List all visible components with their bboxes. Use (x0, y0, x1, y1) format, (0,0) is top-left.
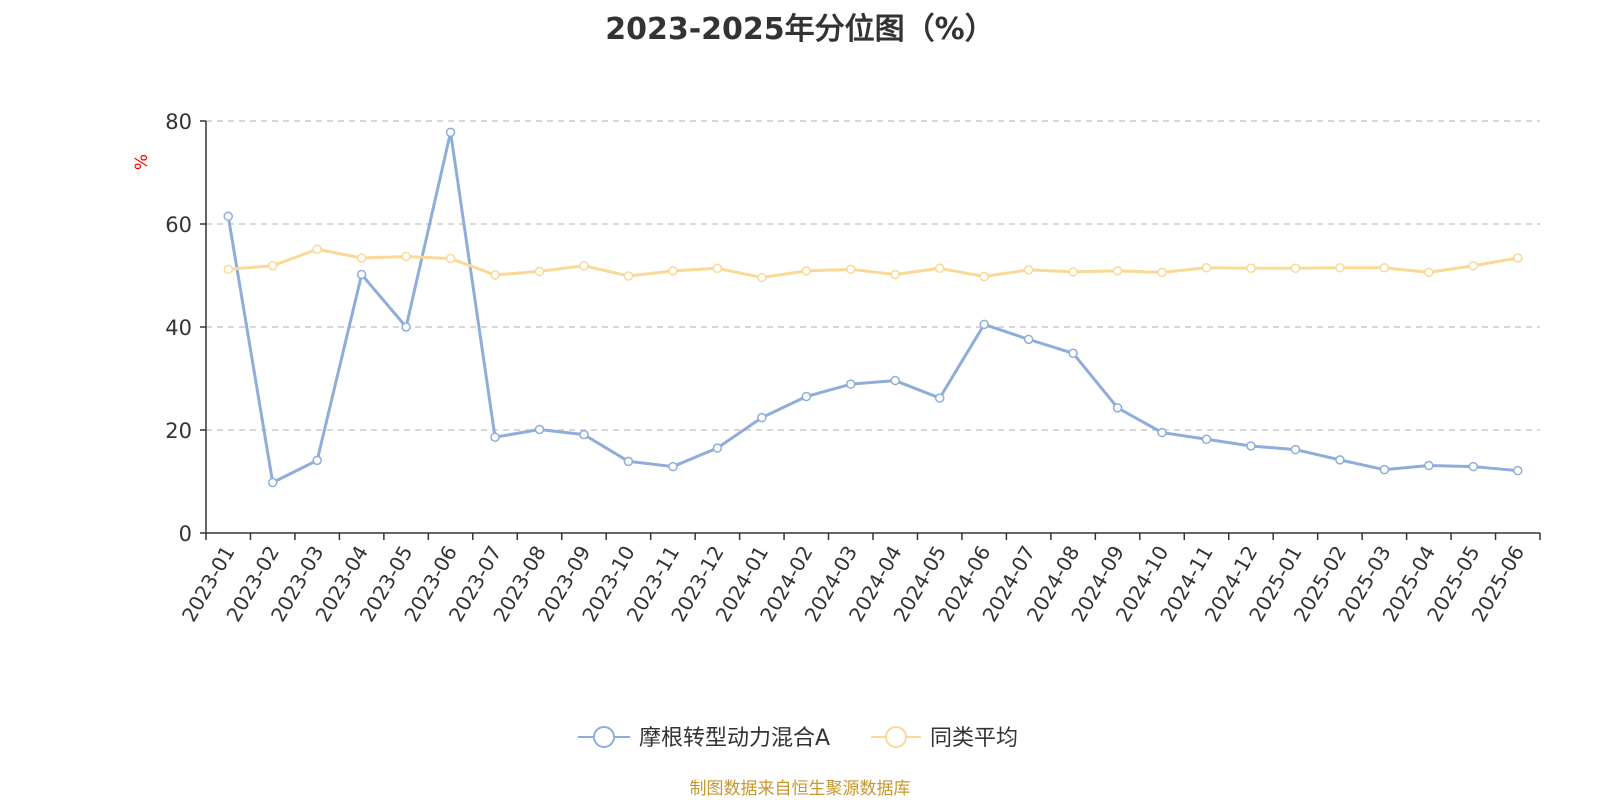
source-note: 制图数据来自恒生聚源数据库 (689, 779, 911, 799)
series-2-point[interactable] (1201, 263, 1212, 273)
series-2-point[interactable] (846, 264, 856, 275)
y-tick-label: 40 (165, 316, 192, 340)
series-1-point[interactable] (356, 269, 367, 280)
series-2-point[interactable] (1513, 253, 1523, 263)
series-1-point[interactable] (712, 443, 723, 453)
series-2-point[interactable] (1424, 267, 1434, 278)
y-tick-label: 60 (165, 213, 192, 237)
series-lines (223, 127, 1523, 488)
series-2-point[interactable] (668, 266, 678, 276)
series-1-point[interactable] (979, 319, 989, 330)
series-2-point[interactable] (1468, 260, 1479, 271)
series-1-point[interactable] (846, 379, 856, 389)
series-2-point[interactable] (1246, 263, 1256, 274)
series-2-point[interactable] (1068, 267, 1078, 277)
series-2-point[interactable] (1335, 263, 1345, 273)
series-1-point[interactable] (668, 461, 678, 472)
series-1-point[interactable] (1379, 464, 1390, 475)
series-line-1 (226, 130, 1518, 485)
series-1-point[interactable] (223, 211, 233, 222)
series-2-point[interactable] (223, 264, 233, 275)
y-tick-label: 20 (165, 419, 192, 443)
series-2-point[interactable] (401, 251, 411, 262)
series-1-point[interactable] (312, 455, 322, 466)
series-2-point[interactable] (979, 271, 989, 282)
legend-marker-series-1 (593, 726, 615, 748)
series-1-point[interactable] (1023, 334, 1034, 345)
series-1-point[interactable] (1068, 348, 1078, 359)
series-1-point[interactable] (934, 393, 945, 403)
series-1-point[interactable] (757, 412, 767, 423)
legend-marker-series-2 (885, 726, 907, 748)
series-2-point[interactable] (1290, 263, 1301, 274)
series-1-point[interactable] (1157, 427, 1167, 438)
series-1-point[interactable] (579, 429, 589, 440)
series-2-point[interactable] (712, 263, 723, 274)
series-2-point[interactable] (267, 260, 278, 271)
series-2-point[interactable] (490, 270, 500, 280)
series-1-point[interactable] (1424, 460, 1434, 471)
y-tick-label: 0 (179, 522, 192, 546)
series-1-point[interactable] (1335, 455, 1345, 465)
series-2-point[interactable] (890, 269, 900, 280)
series-2-point[interactable] (801, 266, 812, 276)
legend-label-series-1: 摩根转型动力混合A (639, 726, 830, 751)
series-2-point[interactable] (623, 271, 634, 281)
series-2-point[interactable] (312, 244, 322, 254)
series-2-point[interactable] (534, 266, 545, 277)
series-1-point[interactable] (1513, 465, 1523, 476)
legend-item-series-2[interactable]: 同类平均 (871, 726, 1018, 751)
series-1-point[interactable] (890, 375, 900, 386)
series-1-point[interactable] (1246, 441, 1256, 451)
series-1-point[interactable] (401, 322, 411, 332)
series-2-point[interactable] (1379, 263, 1390, 273)
series-2-point[interactable] (1112, 266, 1123, 276)
series-1-point[interactable] (623, 456, 634, 467)
series-2-point[interactable] (757, 272, 767, 283)
legend-label-series-2: 同类平均 (930, 726, 1018, 751)
series-2-point[interactable] (1023, 265, 1034, 275)
legend[interactable]: 摩根转型动力混合A 同类平均 (578, 726, 1018, 751)
series-1-point[interactable] (1112, 403, 1123, 413)
series-2-point[interactable] (579, 260, 589, 271)
series-2-point[interactable] (1157, 267, 1167, 278)
series-1-point[interactable] (490, 432, 500, 442)
chart-title: 2023-2025年分位图（%） (605, 12, 995, 47)
series-1-point[interactable] (1201, 434, 1212, 445)
series-1-point[interactable] (267, 477, 278, 488)
series-1-point[interactable] (1290, 444, 1301, 455)
series-1-point[interactable] (534, 424, 545, 435)
series-2-point[interactable] (445, 253, 456, 264)
series-1-point[interactable] (801, 391, 812, 402)
series-line-2 (228, 247, 1519, 280)
legend-item-series-1[interactable]: 摩根转型动力混合A (578, 726, 830, 751)
y-axis-unit-label: % (132, 154, 152, 170)
series-1-point[interactable] (445, 127, 456, 138)
series-2-point[interactable] (934, 263, 945, 274)
axes: 0204060802023-012023-022023-032023-04202… (165, 110, 1541, 626)
y-tick-label: 80 (165, 110, 192, 134)
series-2-point[interactable] (356, 253, 367, 263)
series-1-point[interactable] (1468, 461, 1479, 472)
